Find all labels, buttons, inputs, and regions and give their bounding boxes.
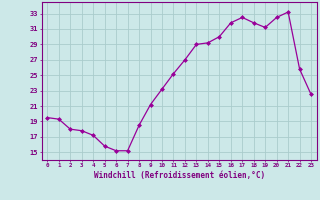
X-axis label: Windchill (Refroidissement éolien,°C): Windchill (Refroidissement éolien,°C) — [94, 171, 265, 180]
